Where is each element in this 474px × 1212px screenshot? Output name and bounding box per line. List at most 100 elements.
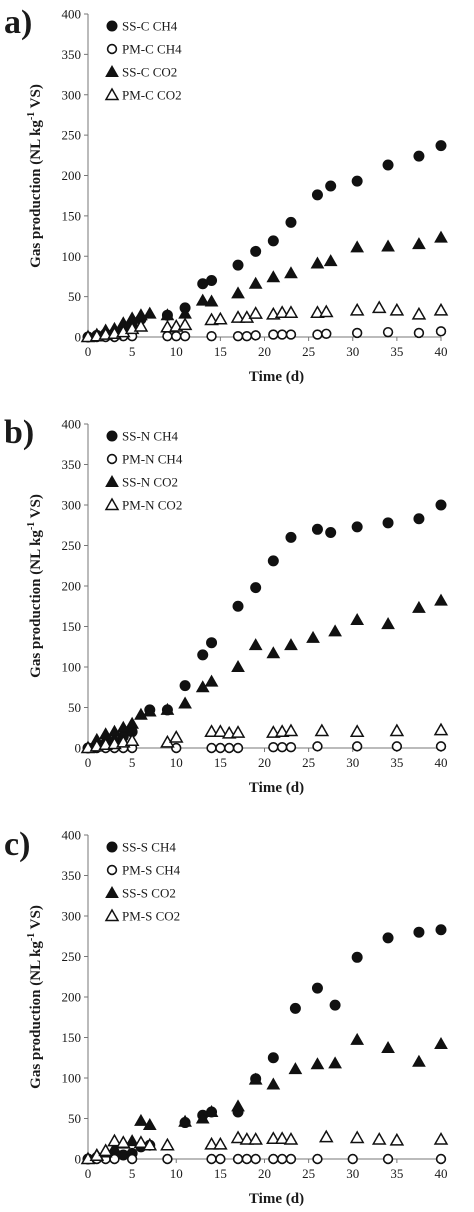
data-point [276, 741, 288, 753]
series-pm-s-co2 [80, 1129, 449, 1165]
y-tick-label: 150 [62, 208, 82, 223]
y-tick-label: 400 [62, 7, 82, 22]
y-tick-label: 200 [62, 168, 82, 183]
data-point [213, 724, 228, 738]
data-point [276, 329, 288, 340]
y-tick-label: 300 [62, 909, 82, 924]
data-point [179, 330, 191, 342]
data-point [382, 517, 394, 529]
data-point [171, 330, 182, 342]
legend-marker [105, 64, 119, 77]
data-point [433, 302, 449, 316]
data-point [381, 617, 395, 630]
data-point [206, 1153, 217, 1165]
data-point [230, 310, 246, 323]
panel-label: b) [4, 414, 34, 451]
data-point [285, 531, 297, 543]
data-point [241, 1153, 253, 1165]
data-point [133, 318, 149, 332]
legend-label: SS-C CH4 [122, 19, 178, 34]
x-tick-label: 30 [346, 755, 359, 770]
data-point [382, 1153, 394, 1165]
data-point [371, 1132, 387, 1145]
data-point [412, 1054, 426, 1067]
data-point [142, 1137, 158, 1151]
legend-marker [106, 43, 118, 55]
legend-marker [105, 885, 119, 898]
data-point [284, 638, 298, 651]
x-tick-label: 30 [346, 344, 359, 359]
x-axis-title: Time (d) [249, 1191, 304, 1207]
series-pm-n-co2 [80, 722, 449, 754]
data-point [160, 702, 175, 715]
y-tick-label: 100 [62, 660, 82, 675]
data-point [178, 1114, 192, 1127]
series-ss-s-ch4 [82, 924, 447, 1165]
x-tick-label: 15 [214, 344, 227, 359]
data-point [268, 1153, 279, 1165]
data-point [171, 742, 182, 754]
data-point [230, 725, 246, 738]
y-tick-label: 350 [62, 457, 82, 472]
x-tick-label: 5 [129, 755, 136, 770]
legend-marker [104, 908, 120, 922]
y-tick-label: 250 [62, 128, 82, 143]
series-ss-c-ch4 [82, 140, 447, 343]
data-point [206, 637, 218, 649]
data-point [231, 659, 245, 672]
legend-marker [106, 453, 118, 465]
data-point [389, 1132, 405, 1146]
x-tick-label: 35 [390, 344, 403, 359]
data-point [391, 741, 403, 752]
data-point [204, 1136, 219, 1150]
data-point [116, 1135, 131, 1149]
x-tick-label: 25 [302, 755, 315, 770]
legend-marker [104, 497, 120, 511]
x-tick-label: 40 [435, 344, 448, 359]
data-point [434, 1036, 448, 1049]
data-point [204, 674, 219, 687]
data-point [411, 306, 427, 320]
x-axis-title: Time (d) [249, 369, 304, 385]
data-point [381, 1041, 395, 1054]
data-point [328, 1056, 342, 1069]
data-point [231, 1099, 245, 1112]
data-point [350, 240, 365, 253]
data-point [206, 742, 217, 754]
y-tick-label: 250 [62, 949, 82, 964]
legend-marker [104, 87, 120, 101]
data-point [268, 329, 279, 340]
data-point [142, 1117, 157, 1130]
data-point [433, 1132, 449, 1145]
chart-panel-2: b) 0 50 100 150 200 250 300 350 400 0 5 10 15 20 25 30 35… [4, 414, 449, 796]
legend-marker [105, 474, 119, 487]
data-point [162, 330, 173, 342]
data-point [306, 630, 320, 643]
data-point [321, 328, 332, 339]
data-point [266, 270, 281, 283]
legend-marker [106, 841, 118, 853]
data-point [179, 680, 191, 692]
x-tick-label: 5 [129, 344, 136, 359]
panel-label: a) [4, 4, 32, 41]
data-point [435, 140, 447, 152]
data-point [389, 723, 405, 737]
data-point [142, 704, 157, 717]
legend: SS-C CH4 PM-C CH4 SS-C CO2 PM-C CO2 [104, 19, 182, 103]
y-tick-label: 50 [68, 700, 81, 715]
y-tick-label: 300 [62, 87, 82, 102]
x-tick-label: 20 [258, 344, 271, 359]
y-tick-label: 400 [62, 828, 82, 843]
x-tick-label: 35 [390, 1166, 403, 1181]
legend-label: PM-C CO2 [122, 88, 182, 103]
data-point [231, 286, 245, 299]
data-point [206, 330, 217, 342]
data-point [98, 1143, 113, 1157]
y-tick-label: 0 [75, 741, 82, 756]
data-point [232, 600, 244, 612]
data-point [250, 582, 262, 594]
data-point [284, 266, 298, 279]
data-point [435, 741, 447, 752]
data-point [266, 1077, 281, 1090]
